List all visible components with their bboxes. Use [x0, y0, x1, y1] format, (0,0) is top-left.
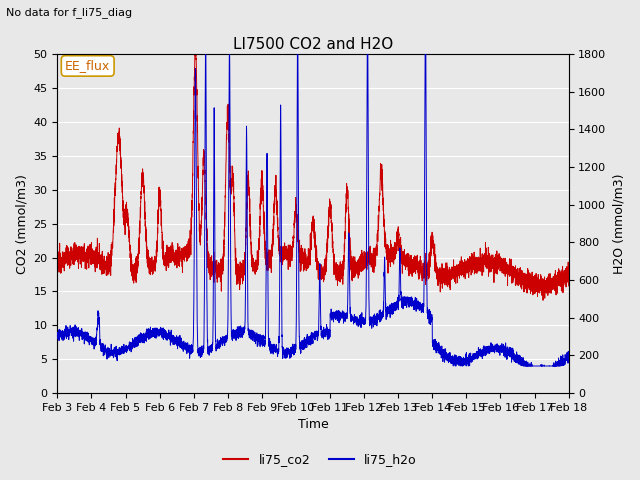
- Text: EE_flux: EE_flux: [65, 60, 110, 72]
- Y-axis label: CO2 (mmol/m3): CO2 (mmol/m3): [15, 174, 28, 274]
- X-axis label: Time: Time: [298, 419, 328, 432]
- Y-axis label: H2O (mmol/m3): H2O (mmol/m3): [612, 173, 625, 274]
- Legend: li75_co2, li75_h2o: li75_co2, li75_h2o: [218, 448, 422, 471]
- Text: No data for f_li75_diag: No data for f_li75_diag: [6, 7, 132, 18]
- Title: LI7500 CO2 and H2O: LI7500 CO2 and H2O: [233, 36, 393, 51]
